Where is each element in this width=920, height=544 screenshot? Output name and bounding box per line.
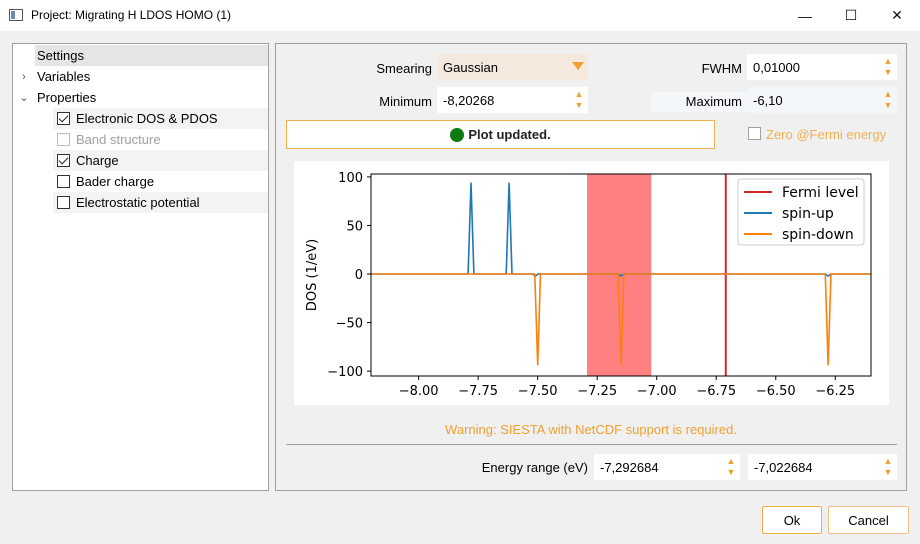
tree-item-charge[interactable]: Charge — [53, 150, 268, 171]
fwhm-spinner[interactable]: ▲ ▼ — [883, 56, 893, 78]
energy-max-input[interactable]: -7,022684 ▲ ▼ — [748, 454, 897, 480]
x-tick-label: −7.50 — [518, 384, 558, 399]
y-tick-label: −50 — [336, 317, 363, 332]
properties-panel: Smearing Gaussian FWHM 0,01000 ▲ ▼ Minimu… — [275, 43, 907, 491]
tree-item-label: Charge — [76, 153, 119, 168]
smearing-label: Smearing — [376, 61, 432, 76]
energy-min-input[interactable]: -7,292684 ▲ ▼ — [594, 454, 740, 480]
fwhm-label: FWHM — [701, 61, 742, 76]
tree-item-label: Electronic DOS & PDOS — [76, 111, 218, 126]
minimum-value: -8,20268 — [443, 92, 495, 108]
x-tick-label: −7.75 — [458, 384, 498, 399]
energy-min-spinner[interactable]: ▲ ▼ — [726, 456, 736, 478]
window-title: Project: Migrating H LDOS HOMO (1) — [31, 8, 232, 22]
minimum-label: Minimum — [379, 94, 432, 109]
tree-item-electronic-dos[interactable]: Electronic DOS & PDOS — [53, 108, 268, 129]
x-tick-label: −6.75 — [696, 384, 736, 399]
status-ok-icon — [450, 127, 465, 142]
energy-min-value: -7,292684 — [600, 459, 659, 475]
fwhm-value: 0,01000 — [753, 59, 800, 75]
tree-item-bader-charge[interactable]: Bader charge — [53, 171, 268, 192]
bader-charge-checkbox[interactable] — [57, 175, 70, 188]
spin-down-icon[interactable]: ▼ — [883, 467, 893, 477]
energy-max-value: -7,022684 — [754, 459, 813, 475]
energy-range-label: Energy range (eV) — [481, 460, 588, 475]
x-tick-label: −6.25 — [815, 384, 855, 399]
x-tick-label: −7.00 — [637, 384, 677, 399]
tree-item-label: Variables — [37, 69, 91, 84]
spin-down-icon[interactable]: ▼ — [883, 67, 893, 77]
legend-box — [737, 178, 865, 246]
plot-frame — [370, 173, 872, 377]
tree-item-label: Bader charge — [76, 174, 155, 189]
series-line-spin-down — [371, 273, 871, 366]
chevron-down-icon[interactable]: ⌄ — [19, 92, 29, 104]
spin-down-icon[interactable]: ▼ — [883, 100, 893, 110]
x-tick-label: −8.00 — [399, 384, 439, 399]
smearing-value: Gaussian — [443, 59, 498, 75]
tree-item-electrostatic-potential[interactable]: Electrostatic potential — [53, 192, 268, 213]
minimum-spinner[interactable]: ▲ ▼ — [574, 89, 584, 111]
maximum-label: Maximum — [685, 94, 742, 109]
plot-status-button[interactable]: Plot updated. — [286, 120, 715, 149]
app-icon — [9, 9, 23, 21]
plot-status-text: Plot updated. — [468, 127, 551, 142]
tree-item-label: Settings — [37, 48, 84, 63]
tree-item-label: Properties — [37, 90, 97, 105]
settings-tree[interactable]: Settings › Variables ⌄ Properties Electr… — [12, 43, 269, 491]
electrostatic-potential-checkbox[interactable] — [57, 196, 70, 209]
tree-item-properties[interactable]: ⌄ Properties — [13, 87, 268, 108]
maximum-spinner[interactable]: ▲ ▼ — [883, 89, 893, 111]
tree-item-settings[interactable]: Settings — [35, 45, 268, 66]
tree-item-label: Electrostatic potential — [76, 195, 200, 210]
dropdown-arrow-icon[interactable] — [572, 62, 584, 70]
charge-checkbox[interactable] — [57, 154, 70, 167]
spin-up-icon[interactable]: ▲ — [574, 89, 584, 99]
minimum-input[interactable]: -8,20268 ▲ ▼ — [437, 87, 588, 113]
band-structure-checkbox — [57, 133, 70, 146]
x-tick-label: −7.25 — [577, 384, 617, 399]
maximum-input[interactable]: -6,10 ▲ ▼ — [747, 87, 897, 113]
dos-plot: −8.00 −7.75 −7.50 −7.25 −7.00 −6.75 −6.50 −6.25… — [294, 161, 889, 405]
spin-up-icon[interactable]: ▲ — [726, 456, 736, 466]
dos-chart: −8.00 −7.75 −7.50 −7.25 −7.00 −6.75 −6.50 −6.25… — [305, 171, 872, 399]
tree-item-band-structure: Band structure — [53, 129, 268, 150]
legend-label: Fermi level — [782, 185, 859, 201]
legend-label: spin-up — [782, 206, 834, 222]
title-bar: Project: Migrating H LDOS HOMO (1) — ☐ ✕ — [0, 0, 920, 31]
close-button[interactable]: ✕ — [891, 7, 903, 23]
maximum-label-bg — [651, 92, 747, 112]
y-tick-label: −100 — [327, 365, 363, 380]
smearing-select[interactable]: Gaussian — [437, 54, 588, 80]
y-axis-label: DOS (1/eV) — [305, 239, 320, 311]
y-tick-label: 100 — [338, 171, 363, 186]
maximize-button[interactable]: ☐ — [844, 7, 858, 23]
chevron-right-icon[interactable]: › — [22, 70, 26, 83]
spin-up-icon[interactable]: ▲ — [883, 456, 893, 466]
spin-down-icon[interactable]: ▼ — [726, 467, 736, 477]
warning-text: Warning: SIESTA with NetCDF support is r… — [445, 422, 737, 437]
zero-fermi-label[interactable]: Zero @Fermi energy — [766, 127, 887, 142]
spin-up-icon[interactable]: ▲ — [883, 56, 893, 66]
tree-item-label: Band structure — [76, 132, 161, 147]
separator — [286, 444, 897, 445]
fwhm-input[interactable]: 0,01000 ▲ ▼ — [747, 54, 897, 80]
electronic-dos-checkbox[interactable] — [57, 112, 70, 125]
cancel-button[interactable]: Cancel — [828, 506, 909, 534]
spin-up-icon[interactable]: ▲ — [883, 89, 893, 99]
zero-fermi-checkbox[interactable] — [748, 127, 761, 140]
y-tick-label: 0 — [355, 268, 363, 283]
energy-max-spinner[interactable]: ▲ ▼ — [883, 456, 893, 478]
tree-item-variables[interactable]: › Variables — [13, 66, 268, 87]
spin-down-icon[interactable]: ▼ — [574, 100, 584, 110]
ok-button[interactable]: Ok — [762, 506, 822, 534]
minimize-button[interactable]: — — [798, 7, 812, 24]
x-tick-label: −6.50 — [756, 384, 796, 399]
y-tick-label: 50 — [346, 219, 363, 234]
legend-label: spin-down — [782, 227, 854, 243]
maximum-value: -6,10 — [753, 92, 783, 108]
